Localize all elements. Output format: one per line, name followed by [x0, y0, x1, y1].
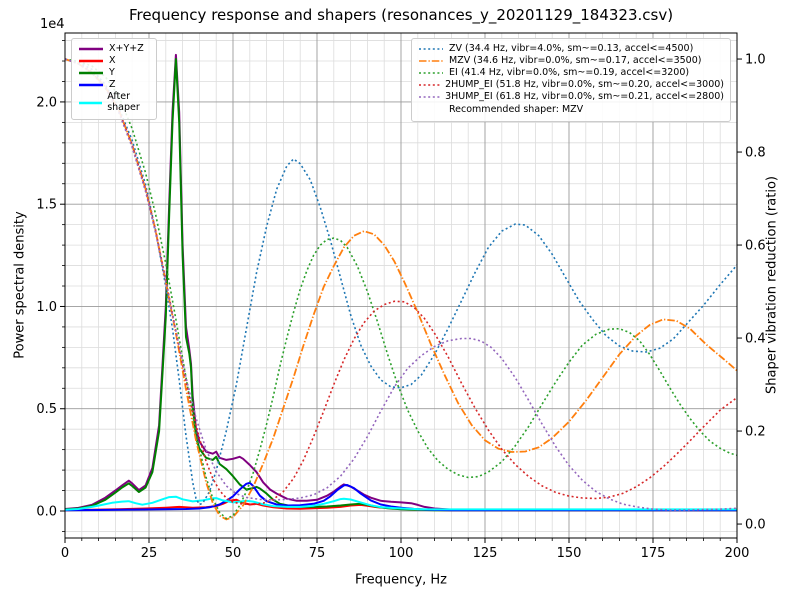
legend-label: Y — [109, 66, 115, 78]
x-tick-label-75: 75 — [309, 546, 326, 561]
legend-label: Z — [109, 78, 116, 90]
y-left-axis-label: Power spectral density — [12, 211, 28, 359]
x-axis-label: Frequency, Hz — [354, 572, 448, 588]
legend-item-y: Y — [78, 66, 150, 79]
y-left-tick-label-0: 0.0 — [36, 505, 57, 520]
legend-swatch-line — [419, 48, 443, 51]
x-tick-label-0: 0 — [61, 546, 69, 561]
legend-swatch-line — [79, 60, 103, 63]
legend-item-after-shaper: After shaper — [78, 90, 150, 114]
legend-item-zv: ZV (34.4 Hz, vibr=4.0%, sm~=0.13, accel<… — [418, 43, 724, 55]
y-right-axis-label: Shaper vibration reduction (ratio) — [764, 176, 780, 394]
legend-label: MZV (34.6 Hz, vibr=0.0%, sm~=0.17, accel… — [449, 54, 702, 66]
legend-swatch-line — [419, 84, 441, 87]
y-right-tick-label-0.6: 0.6 — [745, 239, 766, 254]
legend-shapers: ZV (34.4 Hz, vibr=4.0%, sm~=0.13, accel<… — [411, 38, 731, 122]
legend-item-ei: EI (41.4 Hz, vibr=0.0%, sm~=0.19, accel<… — [418, 66, 724, 79]
curve-zv — [65, 58, 737, 506]
curves — [65, 53, 737, 521]
x-tick-label-25: 25 — [141, 546, 158, 561]
curve-3hump-ei — [65, 58, 737, 511]
legend-item-3hump-ei: 3HUMP_EI (61.8 Hz, vibr=0.0%, sm~=0.21, … — [418, 90, 724, 103]
legend-item-2hump-ei: 2HUMP_EI (51.8 Hz, vibr=0.0%, sm~=0.20, … — [418, 78, 724, 91]
y-right-tick-label-0.4: 0.4 — [745, 332, 766, 347]
legend-item-x-y-z: X+Y+Z — [78, 43, 150, 55]
chart-title: Frequency response and shapers (resonanc… — [128, 6, 674, 24]
curve-x-y-z — [65, 53, 737, 511]
y-right-tick-label-0.2: 0.2 — [745, 425, 766, 440]
curve-after-shaper — [65, 495, 737, 511]
legend-label: EI (41.4 Hz, vibr=0.0%, sm~=0.19, accel<… — [449, 66, 690, 78]
legend-swatch-line — [79, 84, 103, 87]
legend-label: ZV (34.4 Hz, vibr=4.0%, sm~=0.13, accel<… — [449, 43, 694, 54]
legend-swatch-line — [419, 60, 443, 63]
recommended-shaper-note: Recommended shaper: MZV — [449, 103, 584, 115]
legend-label: X+Y+Z — [109, 43, 144, 54]
y-right-tick-label-0: 0.0 — [745, 518, 766, 533]
axis-ticks: 0 25 50 75 100 125 150 175 200 0.0 0.5 1.0 1.5 2.0 0.0… — [36, 40, 766, 561]
y-left-offset-label: 1e4 — [40, 17, 65, 32]
curve-ei — [65, 58, 737, 520]
legend-label: 3HUMP_EI (61.8 Hz, vibr=0.0%, sm~=0.21, … — [445, 90, 724, 102]
legend-swatch-line — [419, 96, 441, 98]
x-tick-label-200: 200 — [725, 546, 750, 561]
legend-swatch-line — [419, 72, 443, 75]
curve-z — [65, 481, 737, 512]
legend-label: X — [109, 54, 116, 66]
x-tick-label-150: 150 — [557, 546, 582, 561]
x-tick-label-100: 100 — [389, 546, 414, 561]
legend-label: 2HUMP_EI (51.8 Hz, vibr=0.0%, sm~=0.20, … — [445, 78, 724, 90]
legend-swatch-line — [79, 48, 103, 51]
y-right-tick-label-0.8: 0.8 — [745, 146, 766, 161]
y-left-tick-label-0.5: 0.5 — [36, 402, 57, 417]
x-tick-label-175: 175 — [641, 546, 666, 561]
curve-y — [65, 58, 737, 512]
legend-swatch-line — [79, 101, 103, 104]
legend-item-x: X — [78, 54, 150, 67]
y-left-tick-label-1.5: 1.5 — [36, 198, 57, 213]
legend-swatch-line — [79, 72, 103, 75]
y-right-tick-label-1: 1.0 — [745, 53, 766, 68]
legend-item-z: Z — [78, 78, 150, 91]
y-left-tick-label-2: 2.0 — [36, 95, 57, 110]
y-left-tick-label-1: 1.0 — [36, 300, 57, 315]
x-tick-label-50: 50 — [225, 546, 242, 561]
x-tick-label-125: 125 — [473, 546, 498, 561]
legend-psd-series: X+Y+Z X Y Z After shaper — [71, 38, 157, 120]
legend-label: After shaper — [107, 90, 140, 113]
legend-item-mzv: MZV (34.6 Hz, vibr=0.0%, sm~=0.17, accel… — [418, 54, 724, 67]
